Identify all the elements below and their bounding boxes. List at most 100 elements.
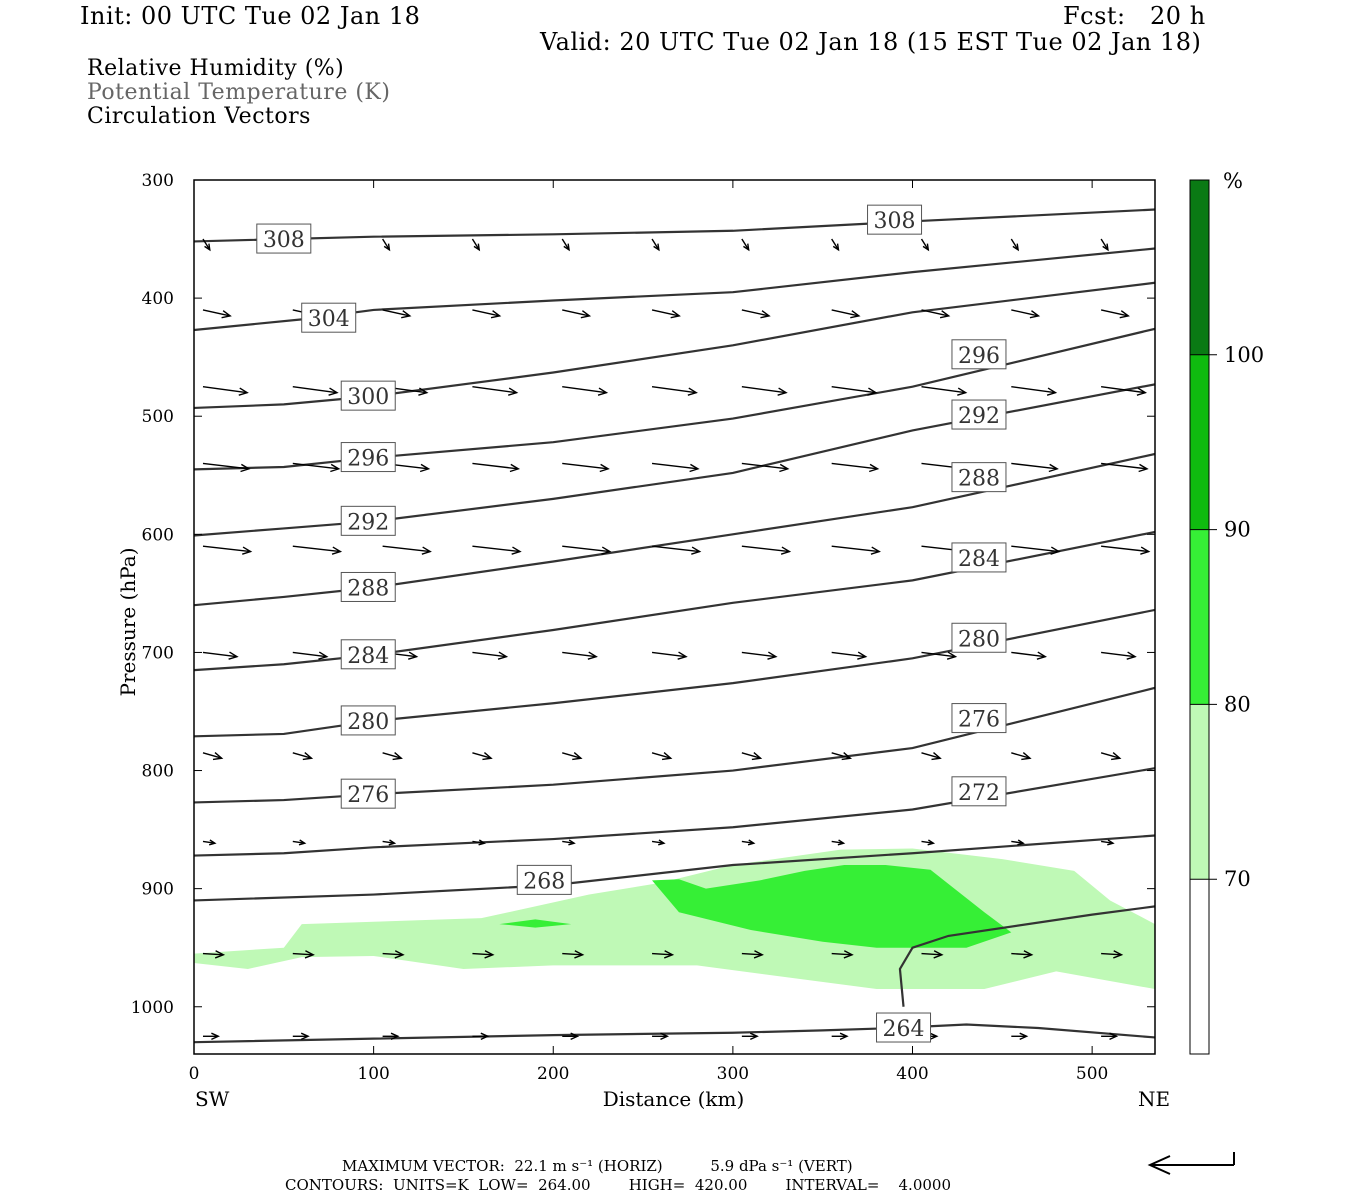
vector-head <box>839 1032 849 1041</box>
vector-head <box>300 1032 310 1041</box>
vector-shaft <box>651 752 671 759</box>
vector-shaft <box>202 238 211 251</box>
contour-labels: 308 308 304 300 296 296 292 292 288 288 284 284 280 2… <box>256 204 1007 1043</box>
axes: 0 100 200 300 400 500 300 400 500 600 700 800 900 100… <box>116 171 1170 1111</box>
vector-head <box>687 387 698 396</box>
vector-head <box>211 1032 220 1041</box>
vector-shaft <box>202 545 251 553</box>
vector-head <box>497 651 509 660</box>
legend-relative-humidity: Relative Humidity (%) <box>87 56 345 81</box>
vector-shaft <box>831 545 880 553</box>
vector-shaft <box>1011 309 1039 317</box>
contour-label-box <box>951 542 1007 573</box>
valid-time: Valid: 20 UTC Tue 02 Jan 18 (15 EST Tue … <box>540 28 1202 56</box>
vector-head <box>931 752 942 761</box>
vector-shaft <box>472 462 519 470</box>
contour-label-292: 292 <box>347 510 389 535</box>
vector-head <box>238 387 249 396</box>
y-axis-title: Pressure (hPa) <box>116 548 140 697</box>
contour-label-292: 292 <box>958 404 1000 429</box>
vector-shaft <box>741 545 790 553</box>
vector-head <box>1021 752 1032 761</box>
vector-head <box>1017 839 1025 846</box>
vector-head <box>401 310 412 319</box>
vector-head <box>490 310 502 319</box>
vector-head <box>837 839 846 846</box>
vector-head <box>832 243 840 252</box>
vector-head <box>670 310 681 319</box>
colorbar-frame <box>1189 179 1210 1055</box>
contour-label-box <box>867 204 923 235</box>
vector-head <box>868 463 880 473</box>
vector-shaft <box>562 952 583 956</box>
vector-head <box>221 310 232 319</box>
vector-shaft <box>562 309 590 317</box>
rh-region-70 <box>194 848 1155 990</box>
vector-shaft <box>1011 385 1056 394</box>
vector-shaft <box>1100 238 1109 251</box>
relative-humidity-fill <box>194 848 1155 990</box>
vector-shaft <box>651 309 680 317</box>
vector-head <box>779 463 790 473</box>
vector-head <box>484 950 495 959</box>
vector-head <box>421 546 432 555</box>
vector-head <box>1126 651 1137 660</box>
theta-contour-296 <box>194 327 1155 471</box>
colorbar-segment <box>1190 529 1209 705</box>
vector-shaft <box>472 385 517 394</box>
vector-head <box>747 839 756 846</box>
contour-label-box <box>340 778 396 809</box>
vector-shaft <box>562 385 607 394</box>
contour-label-276: 276 <box>958 708 1000 733</box>
vector-shaft <box>202 952 224 956</box>
vector-shaft <box>382 752 402 759</box>
vector-head <box>1023 950 1034 959</box>
x-tick-label: 500 <box>1076 1064 1108 1084</box>
y-tick-label: 300 <box>142 171 174 191</box>
vector-shaft <box>651 385 697 394</box>
vector-head <box>242 546 253 555</box>
contour-label-box <box>340 639 396 670</box>
forecast-hour: Fcst: 20 h <box>1063 2 1206 30</box>
vector-head <box>511 546 522 555</box>
vector-shaft <box>741 309 770 317</box>
vector-head <box>388 839 397 846</box>
vector-shaft <box>382 840 395 844</box>
vector-head <box>689 463 700 473</box>
vector-shaft <box>921 651 956 658</box>
vector-head <box>1019 1032 1029 1041</box>
contour-label-box <box>256 223 312 254</box>
vector-shaft <box>1011 462 1058 470</box>
contour-label-284: 284 <box>958 547 1000 572</box>
x-tick-label: 100 <box>357 1064 389 1084</box>
contour-label-288: 288 <box>347 576 389 601</box>
vector-head <box>572 752 583 761</box>
ne-label: NE <box>1138 1087 1170 1111</box>
vector-shaft <box>292 752 312 759</box>
vector-head <box>777 387 788 396</box>
vector-shaft <box>651 840 665 844</box>
vector-shaft <box>921 840 934 844</box>
contour-label-296: 296 <box>347 447 389 472</box>
colorbar-segment <box>1190 704 1209 880</box>
legend-potential-temperature: Potential Temperature (K) <box>87 80 391 105</box>
vector-shaft <box>1011 752 1031 759</box>
contour-label-box <box>340 571 396 602</box>
vector-shaft <box>651 238 660 251</box>
vector-shaft <box>202 752 222 759</box>
vector-head <box>240 463 251 473</box>
y-tick-label: 500 <box>142 407 174 427</box>
colorbar-label: 90 <box>1224 518 1251 542</box>
vector-shaft <box>292 385 338 394</box>
contour-label-box <box>301 302 357 333</box>
vector-shaft <box>652 952 673 956</box>
vector-head <box>922 243 930 252</box>
vector-shaft <box>921 309 949 317</box>
vector-head <box>691 546 702 555</box>
vector-head <box>473 243 481 252</box>
vector-shaft <box>1101 651 1136 658</box>
vector-shaft <box>741 238 750 251</box>
vector-shaft <box>202 462 249 470</box>
y-tick-label: 400 <box>142 289 174 309</box>
vector-shaft <box>1101 840 1114 844</box>
